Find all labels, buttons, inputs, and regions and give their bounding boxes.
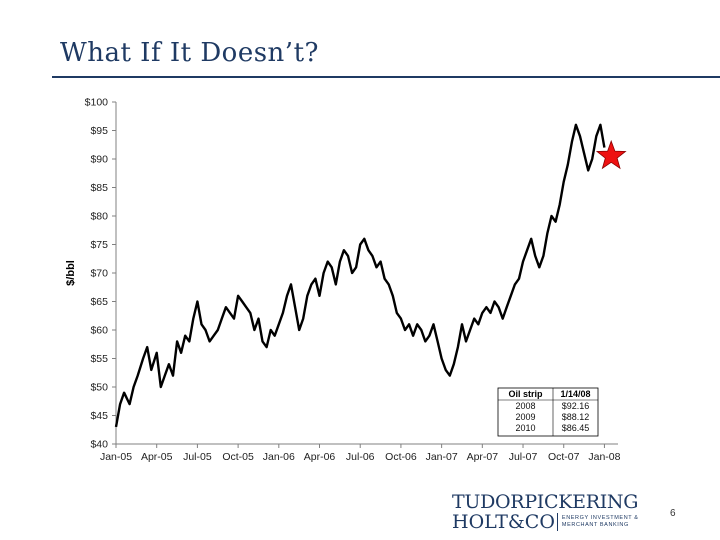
y-axis-label: $/bbl (65, 260, 77, 286)
y-tick-label: $45 (90, 410, 108, 422)
page-number: 6 (670, 508, 676, 519)
logo-line-1: TUDORPICKERING (452, 492, 642, 512)
slide-title: What If It Doesn’t? (60, 38, 319, 68)
legend-price: $88.12 (562, 412, 590, 422)
y-tick-label: $100 (85, 97, 109, 109)
y-tick-label: $85 (90, 182, 108, 194)
legend-year: 2010 (515, 423, 535, 433)
x-tick-label: Oct-07 (548, 451, 580, 463)
y-tick-label: $55 (90, 353, 108, 365)
logo-text-tudor: TUDOR (452, 491, 525, 513)
legend-table: Oil strip 1/14/08 2008 $92.16 2009 $88.12 2010… (497, 387, 599, 437)
legend-year: 2008 (515, 401, 535, 411)
x-tick-label: Apr-05 (141, 451, 173, 463)
x-tick-label: Jul-06 (346, 451, 375, 463)
legend-year: 2009 (515, 412, 535, 422)
legend-price: $92.16 (562, 401, 590, 411)
x-tick-label: Jul-07 (509, 451, 538, 463)
logo-tagline-2: MERCHANT BANKING (561, 522, 629, 528)
x-tick-label: Jan-06 (263, 451, 295, 463)
logo-text-pickering: PICKERING (524, 491, 639, 513)
y-tick-label: $95 (90, 125, 108, 137)
x-tick-label: Oct-05 (222, 451, 254, 463)
x-tick-label: Jan-08 (588, 451, 620, 463)
y-tick-label: $40 (90, 439, 108, 451)
logo-separator (556, 513, 558, 531)
logo-tagline: ENERGY INVESTMENT & MERCHANT BANKING (562, 515, 639, 529)
x-axis: Jan-05 Apr-05 Jul-05 Oct-05 Jan-06 Apr-06 Jul-… (100, 444, 621, 463)
x-tick-label: Apr-07 (467, 451, 499, 463)
logo-tagline-1: ENERGY INVESTMENT & (561, 515, 639, 521)
price-series-line (114, 123, 606, 428)
y-tick-label: $50 (90, 382, 108, 394)
legend-header: 1/14/08 (560, 389, 590, 399)
x-tick-label: Jan-07 (426, 451, 458, 463)
y-axis: $40 $45 $50 $55 $60 $65 $70 $75 $80 $85 $90 $95 $100 (85, 97, 116, 451)
oil-price-chart: $40 $45 $50 $55 $60 $65 $70 $75 $80 $85 $90 $95 $100… (65, 97, 627, 463)
logo-text-holt: HOLT&CO (452, 511, 555, 533)
x-tick-label: Jan-05 (100, 451, 132, 463)
y-tick-label: $65 (90, 296, 108, 308)
title-divider (52, 76, 720, 78)
x-tick-label: Oct-06 (385, 451, 417, 463)
y-tick-label: $75 (90, 239, 108, 251)
legend-box (497, 387, 599, 437)
series-layer (114, 123, 606, 428)
marker-layer (595, 139, 627, 170)
logo-line-2: HOLT&CO ENERGY INVESTMENT & MERCHANT BAN… (452, 512, 642, 532)
current-spot-star (595, 139, 627, 170)
company-logo: TUDORPICKERING HOLT&CO ENERGY INVESTMENT… (452, 492, 642, 532)
y-tick-label: $80 (90, 211, 108, 223)
x-tick-label: Jul-05 (183, 451, 212, 463)
legend-header: Oil strip (508, 389, 543, 399)
y-tick-label: $70 (90, 268, 108, 280)
legend-price: $86.45 (562, 423, 590, 433)
y-tick-label: $90 (90, 154, 108, 166)
x-tick-label: Apr-06 (304, 451, 336, 463)
y-tick-label: $60 (90, 325, 108, 337)
